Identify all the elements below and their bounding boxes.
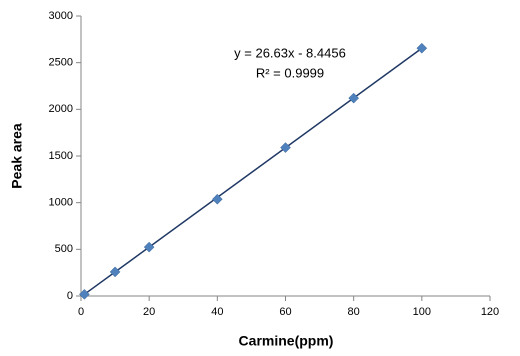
x-tick-label: 40	[211, 306, 223, 318]
data-point	[211, 193, 223, 205]
x-tick-label: 100	[413, 306, 431, 318]
y-tick-label: 1500	[49, 150, 73, 162]
x-tick-label: 0	[78, 306, 84, 318]
y-tick-label: 2000	[49, 103, 73, 115]
y-tick-label: 0	[67, 290, 73, 302]
data-point	[348, 92, 360, 104]
y-axis-title: Peak area	[9, 123, 25, 189]
y-tick-label: 3000	[49, 10, 73, 22]
y-tick-label: 2500	[49, 57, 73, 69]
equation: y = 26.63x - 8.4456	[234, 45, 346, 60]
data-point	[143, 241, 155, 253]
x-tick-label: 80	[348, 306, 360, 318]
x-tick-label: 120	[481, 306, 499, 318]
r-squared: R² = 0.9999	[256, 65, 324, 80]
x-tick-label: 20	[143, 306, 155, 318]
y-tick-label: 1000	[49, 197, 73, 209]
trendline	[83, 47, 423, 295]
x-axis-title: Carmine(ppm)	[239, 333, 334, 349]
data-point	[79, 288, 90, 300]
data-point	[280, 142, 291, 153]
x-tick-label: 60	[279, 306, 291, 318]
y-tick-label: 500	[55, 243, 73, 255]
data-point	[416, 42, 428, 54]
data-point	[109, 266, 121, 278]
